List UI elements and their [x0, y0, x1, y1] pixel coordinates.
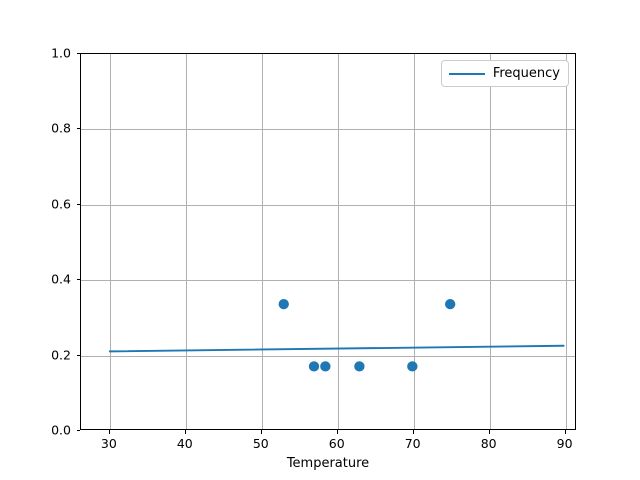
x-gridline [413, 54, 415, 429]
x-gridline [337, 54, 339, 429]
x-axis-label: Temperature [286, 456, 370, 471]
y-tick-mark [76, 279, 80, 281]
x-tick-label: 50 [252, 436, 269, 451]
x-tick-label: 40 [176, 436, 193, 451]
scatter-point [407, 361, 418, 372]
x-gridline [489, 54, 491, 429]
y-gridline [81, 129, 575, 131]
y-tick-label: 0.8 [51, 120, 71, 136]
y-tick-label: 0.4 [51, 271, 71, 287]
x-tick-mark [108, 430, 110, 434]
x-tick-label: 80 [480, 436, 497, 451]
x-tick-mark [184, 430, 186, 434]
x-tick-mark [412, 430, 414, 434]
y-tick-mark [76, 128, 80, 130]
series-layer [108, 298, 565, 372]
y-gridline [81, 204, 575, 206]
chart-legend: Frequency [440, 60, 569, 87]
scatter-point [278, 298, 289, 310]
x-gridline [261, 54, 263, 429]
y-tick-label: 0.0 [51, 422, 71, 438]
scatter-point [320, 361, 331, 372]
x-gridline [565, 54, 567, 429]
legend-line-swatch [448, 72, 485, 75]
scatter-point [444, 298, 456, 310]
scatter-point [308, 361, 320, 372]
y-gridline [81, 280, 575, 282]
y-tick-mark [76, 53, 80, 54]
x-tick-label: 90 [556, 436, 573, 451]
x-gridline [185, 54, 187, 429]
y-tick-label: 0.6 [51, 196, 71, 212]
plot-area: Frequency [80, 53, 576, 430]
y-tick-mark [76, 203, 80, 205]
y-tick-mark [76, 354, 80, 356]
y-gridline [81, 355, 575, 357]
y-tick-label: 1.0 [51, 45, 71, 61]
x-tick-mark [488, 430, 490, 434]
line-series-frequency [108, 344, 565, 353]
x-tick-mark [260, 430, 262, 434]
scatter-point [354, 361, 365, 372]
x-tick-mark [336, 430, 338, 434]
y-tick-label: 0.2 [51, 347, 71, 363]
x-gridline [109, 54, 111, 429]
x-tick-mark [564, 430, 566, 434]
x-tick-label: 70 [404, 436, 421, 451]
x-tick-label: 60 [328, 436, 345, 451]
legend-label: Frequency [492, 66, 560, 81]
y-tick-mark [76, 430, 80, 431]
x-tick-label: 30 [100, 436, 117, 451]
